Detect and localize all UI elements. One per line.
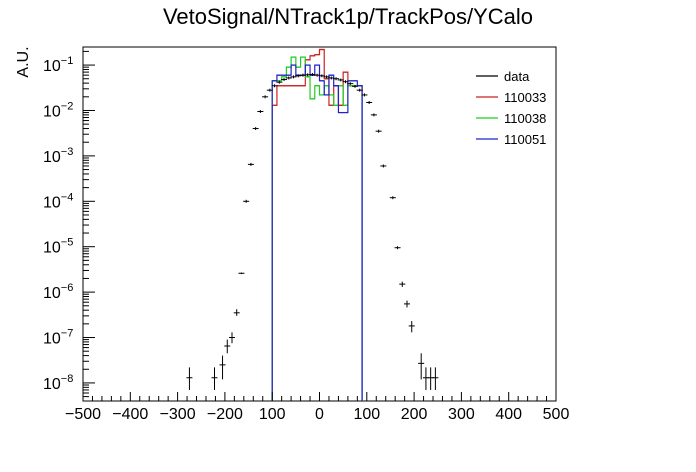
x-tick-label: 500	[543, 406, 570, 423]
data-point-21	[309, 72, 316, 76]
data-point-7	[243, 199, 250, 203]
series-outline-110033	[271, 48, 363, 401]
x-tick-label: 0	[315, 406, 324, 423]
data-point-24	[323, 75, 330, 79]
y-tick-label: 10−2	[43, 100, 73, 120]
data-point-4	[228, 332, 235, 344]
data-points-layer	[186, 72, 439, 390]
data-point-39	[399, 281, 406, 287]
data-point-3	[224, 339, 231, 354]
data-point-26	[333, 77, 340, 81]
y-tick-label: 10−4	[43, 191, 73, 211]
data-point-37	[389, 196, 396, 200]
data-point-31	[356, 88, 363, 92]
legend-label: data	[504, 69, 530, 84]
data-point-34	[370, 113, 377, 117]
data-point-15	[281, 78, 288, 82]
data-point-43	[422, 367, 429, 390]
chart-title: VetoSignal/NTrack1p/TrackPos/YCalo	[163, 4, 533, 29]
data-point-33	[366, 100, 373, 104]
data-point-30	[351, 84, 358, 88]
data-point-11	[262, 95, 269, 99]
y-tick-label: 10−1	[43, 55, 73, 75]
legend: data 110033 110038 110051	[476, 69, 546, 147]
x-tick-label: 200	[401, 406, 428, 423]
x-tick-label: −400	[112, 406, 148, 423]
data-point-42	[418, 353, 425, 380]
y-tick-label: 10−3	[43, 146, 73, 166]
legend-label: 110051	[504, 132, 546, 147]
y-tick-label: 10−8	[43, 373, 73, 393]
y-tick-label: 10−7	[43, 328, 73, 348]
x-tick-label: −500	[65, 406, 101, 423]
data-point-41	[408, 321, 415, 333]
data-point-12	[266, 88, 273, 92]
data-point-45	[432, 367, 439, 390]
data-point-1	[211, 367, 218, 390]
data-point-16	[285, 76, 292, 80]
y-tick-label: 10−6	[43, 282, 73, 302]
data-point-40	[404, 300, 411, 308]
series-110038	[271, 56, 363, 401]
data-point-36	[380, 164, 387, 168]
legend-entry-110051: 110051	[476, 132, 546, 147]
data-point-38	[394, 246, 401, 250]
series-outline-110038	[271, 56, 363, 401]
series-outline-110051	[271, 64, 363, 401]
data-point-0	[186, 367, 193, 390]
data-point-9	[252, 127, 259, 131]
data-point-22	[314, 73, 321, 77]
data-point-14	[276, 80, 283, 84]
data-point-32	[361, 93, 368, 97]
data-point-18	[295, 74, 302, 78]
series-110051	[271, 64, 363, 401]
data-point-2	[219, 355, 226, 380]
data-point-44	[427, 367, 434, 390]
data-point-28	[342, 80, 349, 84]
x-tick-label: 100	[353, 406, 380, 423]
x-tick-label: 100	[259, 406, 286, 423]
axes-layer: −500 −400 −300 −200 100 0 100 200 300 400 500 10−8 1…	[43, 50, 570, 423]
histogram-series-layer	[271, 48, 363, 401]
legend-entry-data: data	[476, 69, 530, 84]
data-point-27	[337, 78, 344, 82]
data-point-10	[257, 109, 264, 113]
x-tick-label: 300	[448, 406, 475, 423]
data-point-29	[347, 82, 354, 86]
x-tick-label: −200	[207, 406, 243, 423]
series-110033	[271, 48, 363, 401]
plot-frame-rect	[82, 46, 557, 402]
legend-label: 110033	[504, 90, 546, 105]
data-point-6	[238, 272, 245, 275]
plot-frame	[82, 46, 557, 402]
data-point-23	[318, 74, 325, 78]
legend-entry-110038: 110038	[476, 111, 546, 126]
data-point-13	[271, 84, 278, 88]
x-tick-label: −300	[160, 406, 196, 423]
x-tick-label: 400	[495, 406, 522, 423]
data-point-25	[328, 76, 335, 80]
data-point-8	[247, 162, 254, 166]
y-tick-label: 10−5	[43, 237, 73, 257]
legend-entry-110033: 110033	[476, 90, 546, 105]
data-point-35	[375, 129, 382, 133]
data-point-17	[290, 75, 297, 79]
legend-label: 110038	[504, 111, 546, 126]
data-point-5	[233, 309, 240, 316]
y-axis-title: A.U.	[15, 46, 32, 77]
